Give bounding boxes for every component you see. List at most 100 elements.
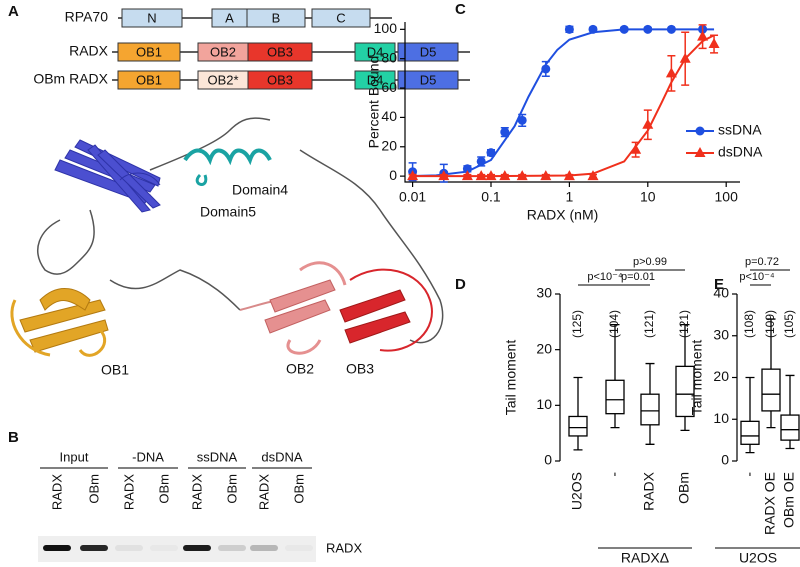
- domain-label: OB1: [136, 44, 162, 59]
- domain-label: D5: [420, 44, 437, 59]
- ob3-structure: [339, 268, 433, 352]
- p-value: p=0.72: [745, 256, 779, 268]
- y-tick-label: 60: [381, 79, 397, 95]
- structure-label: OB2: [286, 361, 314, 377]
- domain-label: OB1: [136, 72, 162, 87]
- p-value: p<10⁻⁴: [587, 271, 623, 283]
- ob2-structure: [264, 261, 347, 355]
- panel-label: D: [455, 276, 466, 293]
- point: [541, 64, 551, 74]
- point: [642, 118, 654, 129]
- panel-label: A: [8, 3, 19, 20]
- p-value: p=0.01: [621, 271, 655, 283]
- domain4-structure: [183, 148, 272, 186]
- point: [679, 52, 691, 63]
- band: [150, 545, 178, 551]
- domain-label: OB2*: [207, 72, 238, 87]
- point: [643, 24, 653, 34]
- y-tick-label: 10: [713, 410, 729, 426]
- protein-name: RPA70: [65, 9, 109, 25]
- domain-label: D4: [367, 44, 384, 59]
- whisker-high: [745, 376, 755, 422]
- box: [675, 365, 695, 418]
- domain-box: [117, 70, 181, 90]
- lane-label: RADX: [121, 474, 136, 510]
- group-label: U2OS: [739, 550, 777, 566]
- whisker-low: [610, 413, 620, 429]
- point: [486, 148, 496, 158]
- x-tick-label: 10: [640, 189, 656, 205]
- point: [665, 67, 677, 78]
- domain-label: A: [225, 10, 234, 25]
- whisker-high: [610, 323, 620, 381]
- structure-label: Domain4: [232, 182, 288, 198]
- box: [740, 420, 760, 445]
- point: [630, 143, 642, 154]
- whisker-low: [573, 435, 583, 451]
- point: [697, 30, 709, 41]
- n-label: (109): [763, 310, 777, 338]
- domain-box: [354, 42, 396, 62]
- y-tick-label: 0: [389, 167, 397, 183]
- point: [540, 170, 552, 181]
- point: [666, 24, 676, 34]
- band: [115, 545, 143, 551]
- whisker-low: [680, 416, 690, 432]
- whisker-low: [745, 444, 755, 454]
- point: [407, 170, 419, 181]
- condition-label: ssDNA: [197, 449, 238, 464]
- legend-label: ssDNA: [718, 122, 762, 138]
- domain-label: B: [272, 10, 281, 25]
- band: [183, 545, 211, 551]
- n-label: (125): [570, 310, 584, 338]
- band: [43, 545, 71, 551]
- whisker-high: [645, 362, 655, 395]
- category-label: -: [606, 472, 622, 477]
- category-label: U2OS: [569, 472, 585, 510]
- point: [476, 156, 486, 166]
- p-value: p<10⁻⁴: [739, 271, 775, 283]
- structure-label: Domain5: [200, 204, 256, 220]
- n-label: (105): [782, 310, 796, 338]
- protein-structure: [10, 117, 444, 357]
- domain-box: [354, 70, 396, 90]
- lane-label: OBm: [86, 474, 101, 504]
- band: [218, 545, 246, 551]
- group-label: RADXΔ: [621, 550, 669, 566]
- linker: [37, 117, 444, 344]
- box: [780, 414, 800, 441]
- y-axis-label: Tail moment: [689, 340, 705, 416]
- n-label: (108): [742, 310, 756, 338]
- whisker-low: [785, 440, 795, 450]
- legend-marker: [695, 126, 705, 136]
- condition-label: -DNA: [132, 449, 164, 464]
- y-tick-label: 30: [536, 285, 552, 301]
- point: [708, 38, 720, 49]
- x-tick-label: 1: [565, 189, 573, 205]
- y-axis-label: Percent Bound: [366, 56, 382, 149]
- fit-curve: [412, 28, 715, 177]
- x-tick-label: 0.01: [399, 189, 426, 205]
- y-tick-label: 20: [536, 340, 552, 356]
- lane-label: OBm: [156, 474, 171, 504]
- y-tick-label: 80: [381, 49, 397, 65]
- protein-name: OBm RADX: [33, 71, 108, 87]
- x-tick-label: 100: [715, 189, 739, 205]
- point: [619, 24, 629, 34]
- point: [462, 164, 472, 174]
- point: [516, 170, 528, 181]
- point: [517, 115, 527, 125]
- ob1-structure: [10, 287, 109, 357]
- band: [285, 545, 313, 551]
- category-label: RADX OE: [762, 472, 778, 535]
- legend-label: dsDNA: [718, 144, 763, 160]
- y-tick-label: 0: [544, 452, 552, 468]
- protein-name: RADX: [69, 43, 109, 59]
- domain-label: OB3: [267, 44, 293, 59]
- domain-label: C: [336, 10, 345, 25]
- lane-label: OBm: [224, 474, 239, 504]
- y-tick-label: 0: [721, 452, 729, 468]
- box: [605, 379, 625, 415]
- domain-box: [246, 8, 306, 28]
